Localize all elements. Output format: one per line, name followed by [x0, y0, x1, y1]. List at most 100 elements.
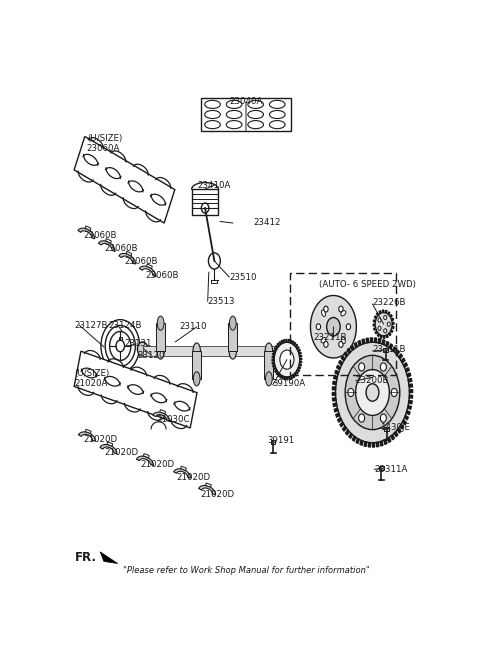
Polygon shape	[192, 351, 201, 379]
Polygon shape	[284, 340, 285, 342]
Polygon shape	[386, 334, 388, 338]
Polygon shape	[333, 397, 336, 401]
Polygon shape	[275, 348, 276, 350]
Polygon shape	[408, 400, 412, 404]
Polygon shape	[144, 453, 149, 458]
Polygon shape	[377, 334, 380, 336]
Polygon shape	[341, 356, 345, 361]
Polygon shape	[375, 331, 377, 334]
Text: (U/SIZE)
23060A: (U/SIZE) 23060A	[87, 134, 122, 153]
Polygon shape	[408, 378, 412, 382]
Polygon shape	[333, 403, 337, 407]
Polygon shape	[358, 340, 361, 346]
Circle shape	[356, 369, 389, 415]
Text: (U/SIZE)
21020A: (U/SIZE) 21020A	[74, 369, 109, 388]
Polygon shape	[174, 469, 191, 478]
Polygon shape	[78, 432, 96, 441]
Circle shape	[384, 328, 387, 333]
Polygon shape	[333, 381, 336, 384]
Circle shape	[324, 306, 328, 312]
Circle shape	[202, 203, 209, 213]
Text: 23120: 23120	[137, 351, 165, 359]
Text: 23060B: 23060B	[104, 244, 137, 254]
Polygon shape	[388, 312, 390, 315]
Polygon shape	[387, 438, 391, 442]
Polygon shape	[274, 367, 276, 370]
Circle shape	[345, 355, 400, 430]
Polygon shape	[298, 350, 300, 351]
Circle shape	[324, 342, 328, 348]
Polygon shape	[264, 351, 273, 379]
Polygon shape	[390, 315, 392, 317]
Polygon shape	[376, 442, 379, 447]
Polygon shape	[384, 440, 387, 444]
Polygon shape	[383, 310, 384, 313]
Polygon shape	[350, 345, 354, 350]
Polygon shape	[389, 332, 391, 336]
Polygon shape	[378, 338, 381, 344]
Polygon shape	[300, 355, 301, 357]
Text: 23060B: 23060B	[124, 258, 157, 267]
Text: FR.: FR.	[75, 551, 97, 564]
Circle shape	[384, 315, 387, 320]
Text: 23311B: 23311B	[372, 346, 406, 355]
Ellipse shape	[157, 343, 164, 359]
Polygon shape	[394, 432, 398, 437]
Bar	[211, 280, 217, 283]
Polygon shape	[374, 338, 377, 342]
Polygon shape	[391, 435, 395, 440]
Ellipse shape	[229, 343, 237, 359]
Polygon shape	[297, 369, 300, 371]
Polygon shape	[406, 411, 410, 415]
Polygon shape	[343, 426, 347, 431]
Ellipse shape	[229, 316, 236, 330]
Polygon shape	[279, 342, 281, 345]
Polygon shape	[100, 552, 118, 564]
Circle shape	[378, 327, 381, 330]
Polygon shape	[272, 357, 274, 358]
Bar	[192, 189, 218, 215]
Polygon shape	[368, 442, 371, 447]
Polygon shape	[391, 330, 393, 332]
Text: 21020D: 21020D	[83, 435, 117, 444]
Circle shape	[391, 388, 397, 397]
Polygon shape	[272, 359, 274, 361]
Polygon shape	[295, 344, 298, 348]
Bar	[383, 348, 388, 352]
Polygon shape	[106, 238, 111, 243]
Text: 21020D: 21020D	[140, 461, 174, 469]
Circle shape	[380, 363, 386, 371]
Text: 23124B: 23124B	[108, 321, 142, 330]
Polygon shape	[397, 428, 401, 433]
Polygon shape	[290, 340, 291, 343]
Polygon shape	[139, 266, 156, 277]
Polygon shape	[281, 340, 283, 344]
Circle shape	[387, 322, 390, 327]
Polygon shape	[78, 228, 95, 238]
Text: 23110: 23110	[179, 322, 206, 331]
Polygon shape	[205, 483, 211, 487]
Polygon shape	[389, 344, 393, 349]
Text: 23040A: 23040A	[229, 97, 263, 106]
Polygon shape	[344, 352, 348, 357]
Circle shape	[359, 363, 365, 371]
Polygon shape	[156, 323, 165, 351]
Polygon shape	[406, 368, 409, 372]
Polygon shape	[372, 443, 374, 447]
Polygon shape	[336, 413, 339, 417]
Polygon shape	[356, 438, 359, 443]
Polygon shape	[366, 338, 369, 343]
Polygon shape	[300, 361, 302, 363]
Polygon shape	[385, 310, 387, 313]
Polygon shape	[352, 436, 356, 441]
Polygon shape	[285, 377, 286, 380]
Circle shape	[336, 342, 409, 443]
Polygon shape	[286, 340, 287, 342]
Polygon shape	[376, 313, 379, 316]
Bar	[202, 98, 290, 131]
Polygon shape	[275, 370, 277, 373]
Polygon shape	[273, 350, 276, 353]
Polygon shape	[398, 354, 402, 359]
Text: 1430JE: 1430JE	[380, 423, 410, 432]
Polygon shape	[392, 323, 394, 324]
